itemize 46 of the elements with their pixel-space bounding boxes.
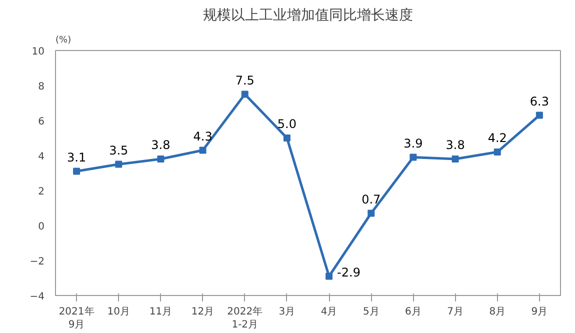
point bbox=[283, 134, 290, 142]
data-label: 3.1 bbox=[67, 150, 86, 164]
x-tick-label: 2021年 9月 bbox=[58, 306, 94, 331]
x-tick-label: 5月 bbox=[362, 306, 380, 318]
x-tick-label: 4月 bbox=[320, 306, 338, 318]
point bbox=[326, 272, 333, 280]
point bbox=[536, 112, 543, 119]
data-label: 3.8 bbox=[151, 138, 170, 152]
x-tick-label: 3月 bbox=[278, 306, 296, 318]
data-label: 3.5 bbox=[109, 143, 128, 158]
point bbox=[452, 156, 459, 162]
y-tick-label: 10 bbox=[32, 46, 45, 58]
point bbox=[410, 154, 417, 161]
data-label: 5.0 bbox=[277, 117, 297, 131]
point bbox=[368, 210, 375, 217]
point bbox=[115, 160, 122, 168]
y-tick-label: −4 bbox=[30, 292, 45, 302]
data-label: 3.9 bbox=[404, 136, 423, 150]
x-tick-label: 10月 bbox=[107, 306, 130, 318]
data-label: 6.3 bbox=[530, 94, 550, 108]
data-label: 0.7 bbox=[362, 192, 381, 206]
x-tick-label: 7月 bbox=[447, 306, 464, 318]
data-label: 4.3 bbox=[193, 129, 212, 144]
y-tick-label: 4 bbox=[38, 152, 45, 162]
chart-title: 规模以上工业增加值同比增长速度 bbox=[203, 8, 413, 24]
point bbox=[73, 168, 80, 175]
data-label: 7.5 bbox=[235, 73, 254, 88]
y-tick-label: 0 bbox=[38, 222, 45, 232]
x-tick-label: 8月 bbox=[489, 306, 506, 318]
data-label: -2.9 bbox=[337, 265, 360, 280]
point bbox=[494, 148, 501, 156]
y-tick-label: 2 bbox=[38, 186, 45, 198]
data-label: 3.8 bbox=[446, 138, 465, 152]
data-label: 4.2 bbox=[488, 131, 507, 145]
point bbox=[199, 146, 206, 154]
point bbox=[157, 156, 164, 162]
x-tick-label: 2022年 1-2月 bbox=[227, 306, 263, 331]
x-tick-label: 9月 bbox=[531, 306, 548, 318]
y-tick-label: 8 bbox=[38, 82, 45, 92]
point bbox=[241, 90, 248, 98]
x-tick-label: 6月 bbox=[405, 306, 422, 318]
y-tick-label: −2 bbox=[30, 256, 45, 268]
x-tick-label: 11月 bbox=[149, 306, 172, 318]
x-tick-label: 12月 bbox=[191, 306, 214, 318]
y-axis-title: (%) bbox=[56, 36, 72, 46]
y-tick-label: 6 bbox=[38, 116, 45, 128]
